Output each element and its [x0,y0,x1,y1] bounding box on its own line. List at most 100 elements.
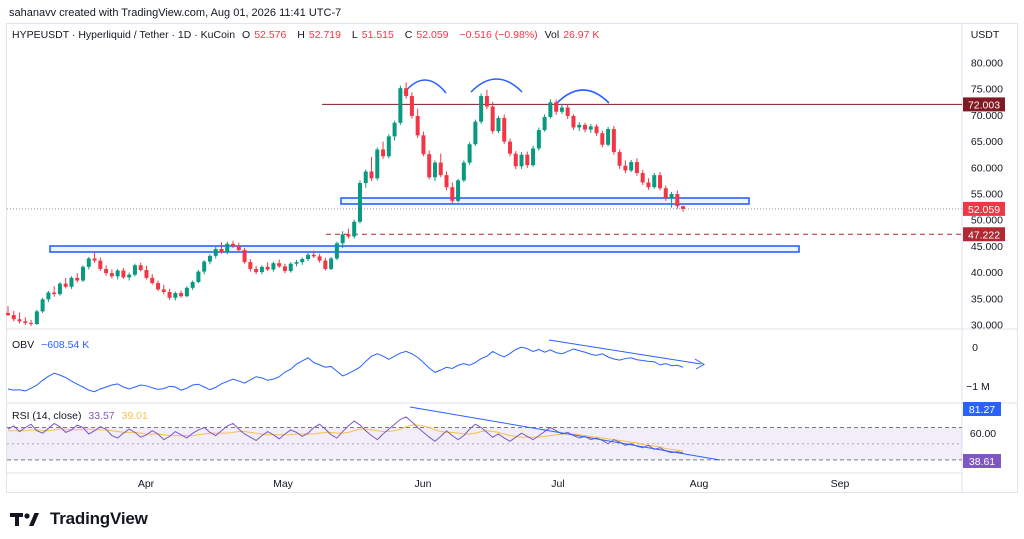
candle-body [623,165,628,171]
candle-body [675,194,680,207]
candle-body [334,243,339,259]
candle-body [86,258,91,267]
price-tick-label: 30.000 [971,320,1003,332]
candle-body [427,154,432,178]
time-tick-label: Sep [831,478,850,490]
candle-body [432,162,437,178]
candle-body [225,243,230,253]
support-zone-box [49,245,800,253]
obv-value: −608.54 K [41,339,90,351]
time-tick-label: Apr [138,478,155,490]
candle-body [444,175,449,188]
candle-body [525,154,530,166]
candle-body [219,249,224,253]
candle-body [231,243,236,246]
candle-body [479,96,484,122]
candle-body [161,289,166,293]
candle-body [571,115,576,128]
obv-name: OBV [12,339,35,351]
last-price-badge: 52.059 [968,204,1000,216]
rsi-ma-value: 39.01 [121,410,148,422]
candle-body [375,149,380,179]
rsi-tick-label: 60.00 [970,428,996,440]
price-tick-label: 40.000 [971,267,1003,279]
rsi-upper-badge: 81.27 [969,404,995,416]
symbol-name[interactable]: HYPEUSDT · Hyperliquid / Tether · 1D · K… [12,29,236,41]
candle-body [207,255,212,262]
candle-body [196,271,201,283]
candle-body [352,221,357,237]
open-label: O [242,29,251,41]
candle-body [554,102,559,112]
candle-body [646,182,651,188]
chart-frame [6,23,1018,493]
candle-body [531,148,536,166]
candle-body [98,260,103,269]
candle-body [242,250,247,263]
candle-body [11,315,16,320]
candle-body [363,171,368,184]
candle-body [323,260,328,269]
candle-body [156,283,161,290]
candle-body [386,136,391,157]
candle-body [496,118,501,132]
candle-body [138,265,143,271]
attribution-text: sahanavv created with TradingView.com, A… [9,7,342,19]
change-value: −0.516 (−0.98%) [459,29,538,41]
rsi-current-badge-bg [963,454,1001,468]
time-tick-label: Jul [551,478,564,490]
low-label: L [351,29,358,41]
candle-body [69,277,74,287]
rsi-legend[interactable]: RSI (14, close) 33.57 39.01 [12,410,152,422]
symbol-legend[interactable]: HYPEUSDT · Hyperliquid / Tether · 1D · K… [12,29,607,41]
candle-body [490,106,495,132]
candle-body [559,107,564,112]
candle-body [46,292,51,300]
candle-body [461,162,466,181]
tradingview-logo-icon [10,513,39,526]
obv-legend[interactable]: OBV −608.54 K [12,339,93,351]
candle-body [409,96,414,116]
candle-body [577,124,582,128]
candle-body [248,262,253,269]
pattern-arc-3 [556,89,610,104]
candle-body [57,283,62,295]
candle-body [357,183,362,222]
rsi-upper-badge-bg [963,402,1001,416]
price-tick-label: 75.000 [971,84,1003,96]
time-tick-label: Jun [415,478,432,490]
candle-body [317,256,322,261]
candle-body [311,254,316,257]
candle-body [271,263,276,270]
candle-body [421,135,426,155]
candle-body [75,277,80,281]
obv-tick-label: 0 [972,342,978,354]
candle-body [294,262,299,264]
brand-name: TradingView [50,509,148,528]
obv-tick-label: −1 M [966,381,990,393]
candle-body [519,154,524,167]
candle-body [167,292,172,298]
candle-body [594,126,599,134]
obv-trendline-arrowhead [694,358,705,370]
candle-body [658,175,663,189]
candle-body [92,258,97,261]
price-tick-label: 70.000 [971,110,1003,122]
candle-body [150,277,155,284]
high-value: 52.719 [308,29,341,41]
last-price-badge-bg [963,201,1005,216]
rsi-current-badge: 38.61 [969,456,995,468]
candle-body [507,141,512,154]
time-tick-label: May [273,478,294,490]
tradingview-logo[interactable]: TradingView [10,509,148,529]
candle-body [34,311,39,324]
candle-body [202,261,207,272]
candle-body [404,88,409,97]
candle-body [104,268,109,274]
candle-body [23,321,28,323]
support-price-badge: 47.222 [968,229,1000,241]
low-value: 51.515 [361,29,394,41]
candle-body [565,107,570,116]
candle-body [548,102,553,117]
